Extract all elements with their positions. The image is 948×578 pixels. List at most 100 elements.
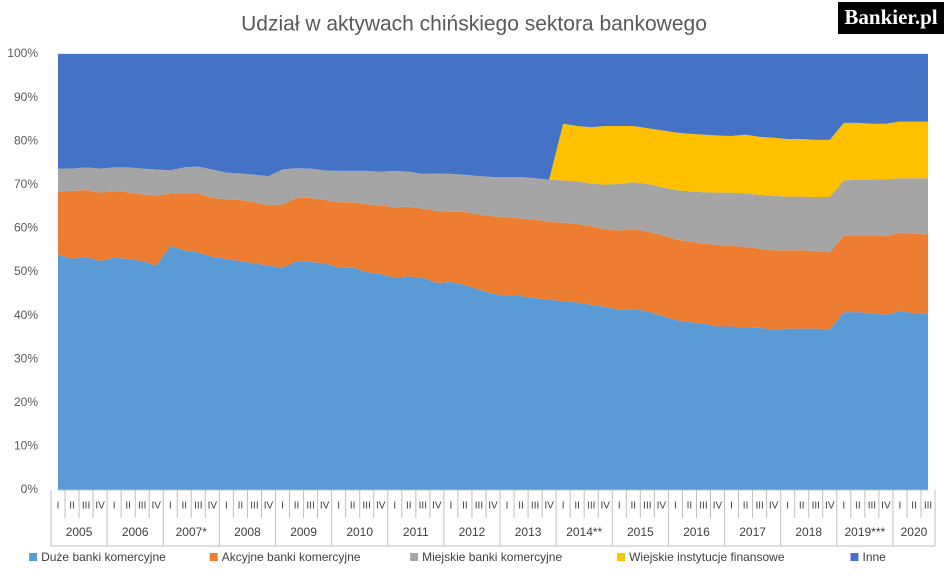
y-tick-label: 70% — [14, 177, 38, 191]
x-tick-label: II — [238, 501, 244, 512]
x-tick-label: II — [518, 501, 524, 512]
y-tick-label: 80% — [14, 133, 38, 147]
y-tick-label: 100% — [7, 46, 38, 60]
x-tick-label: I — [786, 501, 789, 512]
x-group-label: 2017 — [739, 525, 766, 539]
y-tick-label: 0% — [21, 482, 39, 496]
y-tick-label: 90% — [14, 90, 38, 104]
x-tick-label: II — [574, 501, 580, 512]
x-group-label: 2011 — [403, 525, 429, 539]
x-tick-label: II — [855, 501, 861, 512]
legend-label: Duże banki komercyjne — [41, 550, 166, 564]
x-tick-label: IV — [657, 501, 667, 512]
y-tick-label: 10% — [14, 439, 38, 453]
x-tick-label: I — [450, 501, 453, 512]
x-tick-label: III — [755, 501, 763, 512]
y-tick-label: 60% — [14, 221, 38, 235]
legend-swatch — [850, 553, 859, 561]
x-tick-label: III — [643, 501, 651, 512]
x-tick-label: I — [506, 501, 509, 512]
x-group-label: 2009 — [290, 525, 317, 539]
x-group-label: 2018 — [795, 525, 822, 539]
x-tick-label: III — [812, 501, 820, 512]
x-tick-label: I — [57, 501, 60, 512]
x-tick-label: I — [562, 501, 565, 512]
x-tick-label: III — [138, 501, 146, 512]
x-group-label: 2015 — [627, 525, 654, 539]
area — [58, 190, 928, 330]
x-tick-label: II — [406, 501, 412, 512]
legend-swatch — [209, 553, 218, 561]
x-group-label: 2013 — [515, 525, 542, 539]
x-group-label: 2010 — [346, 525, 373, 539]
x-tick-label: II — [687, 501, 693, 512]
x-tick-label: IV — [95, 501, 105, 512]
x-tick-label: I — [842, 501, 845, 512]
legend-label: Akcyjne banki komercyjne — [222, 550, 361, 564]
x-group-label: 2008 — [234, 525, 261, 539]
x-tick-label: IV — [320, 501, 330, 512]
x-group-label: 2014** — [566, 525, 602, 539]
legend-swatch — [617, 553, 626, 561]
x-group-label: 2006 — [122, 525, 149, 539]
area — [58, 54, 928, 180]
x-tick-label: III — [419, 501, 427, 512]
x-tick-label: I — [674, 501, 677, 512]
legend-swatch — [410, 553, 419, 561]
y-tick-label: 20% — [14, 395, 38, 409]
x-tick-label: II — [125, 501, 131, 512]
x-group-label: 2020 — [901, 525, 928, 539]
x-tick-label: I — [169, 501, 172, 512]
x-tick-label: I — [113, 501, 116, 512]
x-group-label: 2005 — [66, 525, 93, 539]
logo-box — [838, 2, 944, 34]
x-tick-label: II — [631, 501, 637, 512]
x-tick-label: III — [475, 501, 483, 512]
x-tick-label: III — [868, 501, 876, 512]
x-tick-label: IV — [713, 501, 723, 512]
area — [58, 121, 928, 198]
x-tick-label: IV — [488, 501, 498, 512]
x-group-label: 2016 — [683, 525, 710, 539]
x-tick-label: II — [462, 501, 468, 512]
x-tick-label: IV — [544, 501, 554, 512]
legend-label: Miejskie banki komercyjne — [422, 550, 562, 564]
area — [58, 166, 928, 253]
logo: Bankier.pl — [844, 5, 937, 29]
x-tick-label: III — [531, 501, 539, 512]
y-tick-label: 30% — [14, 351, 38, 365]
x-tick-label: II — [182, 501, 188, 512]
x-tick-label: I — [281, 501, 284, 512]
x-tick-label: II — [69, 501, 75, 512]
x-tick-label: III — [250, 501, 258, 512]
x-tick-label: II — [743, 501, 749, 512]
x-tick-label: III — [82, 501, 90, 512]
x-tick-label: IV — [432, 501, 442, 512]
x-tick-label: IV — [825, 501, 835, 512]
x-tick-label: I — [618, 501, 621, 512]
x-tick-label: II — [350, 501, 356, 512]
x-tick-label: I — [225, 501, 228, 512]
x-tick-label: IV — [376, 501, 386, 512]
x-group-label: 2007* — [176, 525, 208, 539]
x-tick-label: III — [924, 501, 932, 512]
area — [58, 245, 928, 490]
x-tick-label: I — [337, 501, 340, 512]
x-tick-label: III — [587, 501, 595, 512]
x-group-label: 2019*** — [844, 525, 885, 539]
x-tick-label: IV — [601, 501, 611, 512]
y-tick-label: 50% — [14, 264, 38, 278]
y-tick-label: 40% — [14, 308, 38, 322]
x-tick-label: II — [294, 501, 300, 512]
x-group-label: 2012 — [459, 525, 486, 539]
legend-swatch — [29, 553, 38, 561]
x-tick-label: I — [393, 501, 396, 512]
x-tick-label: III — [363, 501, 371, 512]
x-tick-label: IV — [769, 501, 779, 512]
legend-label: Inne — [863, 550, 887, 564]
x-tick-label: II — [911, 501, 917, 512]
x-tick-label: II — [799, 501, 805, 512]
x-tick-label: IV — [151, 501, 161, 512]
x-tick-label: III — [699, 501, 707, 512]
